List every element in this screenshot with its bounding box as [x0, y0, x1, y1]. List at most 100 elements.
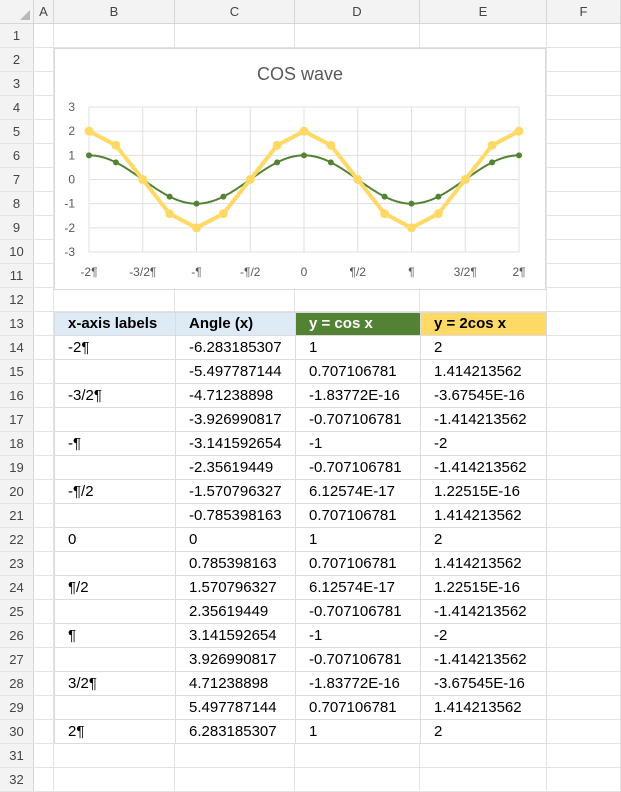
column-header-f[interactable]: F — [547, 0, 621, 24]
table-cell[interactable]: 6.283185307 — [175, 720, 295, 744]
table-cell[interactable]: -0.785398163 — [175, 504, 295, 528]
table-cell[interactable]: -6.283185307 — [175, 336, 295, 360]
row-header-6[interactable]: 6 — [0, 144, 34, 168]
table-cell[interactable]: 3.141592654 — [175, 624, 295, 648]
header-2cos-x[interactable]: y = 2cos x — [420, 312, 547, 336]
row-header-12[interactable]: 12 — [0, 288, 34, 312]
table-cell[interactable]: -4.71238898 — [175, 384, 295, 408]
table-cell[interactable]: 1.414213562 — [420, 360, 547, 384]
table-cell[interactable]: 1.570796327 — [175, 576, 295, 600]
table-cell[interactable]: 1.414213562 — [420, 504, 547, 528]
table-cell[interactable]: -3.67545E-16 — [420, 384, 547, 408]
column-header-e[interactable]: E — [420, 0, 547, 24]
row-header-7[interactable]: 7 — [0, 168, 34, 192]
table-cell[interactable]: -1.83772E-16 — [295, 384, 420, 408]
row-header-27[interactable]: 27 — [0, 648, 34, 672]
table-cell[interactable]: 6.12574E-17 — [295, 480, 420, 504]
table-cell[interactable]: 1.414213562 — [420, 696, 547, 720]
table-cell[interactable]: -2¶ — [54, 336, 175, 360]
table-cell[interactable] — [54, 648, 175, 672]
table-cell[interactable]: 2 — [420, 720, 547, 744]
row-header-9[interactable]: 9 — [0, 216, 34, 240]
table-cell[interactable] — [54, 504, 175, 528]
row-header-14[interactable]: 14 — [0, 336, 34, 360]
table-cell[interactable]: 1.22515E-16 — [420, 480, 547, 504]
table-cell[interactable]: 4.71238898 — [175, 672, 295, 696]
table-cell[interactable]: 1.22515E-16 — [420, 576, 547, 600]
table-cell[interactable]: -1.414213562 — [420, 600, 547, 624]
table-cell[interactable]: 2.35619449 — [175, 600, 295, 624]
row-header-20[interactable]: 20 — [0, 480, 34, 504]
table-cell[interactable]: -1 — [295, 624, 420, 648]
column-header-c[interactable]: C — [175, 0, 295, 24]
table-cell[interactable]: 2¶ — [54, 720, 175, 744]
row-header-19[interactable]: 19 — [0, 456, 34, 480]
table-cell[interactable]: 6.12574E-17 — [295, 576, 420, 600]
row-header-11[interactable]: 11 — [0, 264, 34, 288]
table-cell[interactable]: -0.707106781 — [295, 456, 420, 480]
table-cell[interactable]: 3.926990817 — [175, 648, 295, 672]
table-cell[interactable]: -3/2¶ — [54, 384, 175, 408]
row-header-21[interactable]: 21 — [0, 504, 34, 528]
table-cell[interactable] — [54, 360, 175, 384]
row-header-28[interactable]: 28 — [0, 672, 34, 696]
table-cell[interactable]: 2 — [420, 336, 547, 360]
table-cell[interactable]: -¶/2 — [54, 480, 175, 504]
select-all-corner[interactable] — [0, 0, 34, 24]
row-header-26[interactable]: 26 — [0, 624, 34, 648]
row-header-32[interactable]: 32 — [0, 768, 34, 792]
row-header-8[interactable]: 8 — [0, 192, 34, 216]
row-header-1[interactable]: 1 — [0, 24, 34, 48]
table-cell[interactable]: 0.707106781 — [295, 504, 420, 528]
table-cell[interactable]: 5.497787144 — [175, 696, 295, 720]
row-header-13[interactable]: 13 — [0, 312, 34, 336]
header-angle[interactable]: Angle (x) — [175, 312, 295, 336]
table-cell[interactable]: -3.926990817 — [175, 408, 295, 432]
row-header-22[interactable]: 22 — [0, 528, 34, 552]
header-x-axis-labels[interactable]: x-axis labels — [54, 312, 175, 336]
row-header-5[interactable]: 5 — [0, 120, 34, 144]
row-header-25[interactable]: 25 — [0, 600, 34, 624]
table-cell[interactable]: 2 — [420, 528, 547, 552]
table-cell[interactable]: ¶ — [54, 624, 175, 648]
table-cell[interactable]: ¶/2 — [54, 576, 175, 600]
table-cell[interactable] — [54, 600, 175, 624]
row-header-23[interactable]: 23 — [0, 552, 34, 576]
row-header-2[interactable]: 2 — [0, 48, 34, 72]
table-cell[interactable]: 1 — [295, 528, 420, 552]
chart-area[interactable]: COS wave 3 2 1 0 -1 -2 -3 -2¶ -3/2¶ -¶ -¶/2 0 ¶/2 ¶ 3/2… — [54, 48, 546, 290]
row-header-15[interactable]: 15 — [0, 360, 34, 384]
table-cell[interactable]: -3.141592654 — [175, 432, 295, 456]
row-header-29[interactable]: 29 — [0, 696, 34, 720]
table-cell[interactable]: 0.707106781 — [295, 696, 420, 720]
table-cell[interactable]: -¶ — [54, 432, 175, 456]
table-cell[interactable]: 0.707106781 — [295, 360, 420, 384]
table-cell[interactable]: -5.497787144 — [175, 360, 295, 384]
column-header-a[interactable]: A — [34, 0, 54, 24]
column-header-b[interactable]: B — [54, 0, 175, 24]
table-cell[interactable]: -1.414213562 — [420, 456, 547, 480]
table-cell[interactable]: 3/2¶ — [54, 672, 175, 696]
table-cell[interactable]: 0.785398163 — [175, 552, 295, 576]
table-cell[interactable]: -2 — [420, 624, 547, 648]
table-cell[interactable]: -1 — [295, 432, 420, 456]
table-cell[interactable]: 1.414213562 — [420, 552, 547, 576]
table-cell[interactable]: 0.707106781 — [295, 552, 420, 576]
row-header-4[interactable]: 4 — [0, 96, 34, 120]
row-header-3[interactable]: 3 — [0, 72, 34, 96]
table-cell[interactable] — [54, 552, 175, 576]
row-header-10[interactable]: 10 — [0, 240, 34, 264]
table-cell[interactable]: -0.707106781 — [295, 600, 420, 624]
table-cell[interactable]: -1.83772E-16 — [295, 672, 420, 696]
header-cos-x[interactable]: y = cos x — [295, 312, 420, 336]
table-cell[interactable]: 1 — [295, 720, 420, 744]
table-cell[interactable]: -2.35619449 — [175, 456, 295, 480]
table-cell[interactable]: 0 — [54, 528, 175, 552]
row-header-18[interactable]: 18 — [0, 432, 34, 456]
table-cell[interactable]: -0.707106781 — [295, 648, 420, 672]
column-header-d[interactable]: D — [295, 0, 420, 24]
table-cell[interactable]: -0.707106781 — [295, 408, 420, 432]
row-header-17[interactable]: 17 — [0, 408, 34, 432]
table-cell[interactable]: -1.570796327 — [175, 480, 295, 504]
table-cell[interactable]: -3.67545E-16 — [420, 672, 547, 696]
